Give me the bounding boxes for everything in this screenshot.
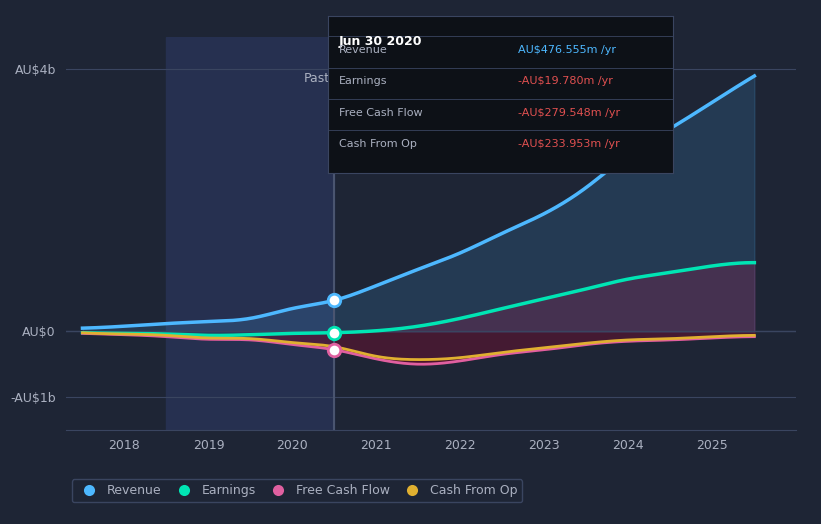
Text: Earnings: Earnings bbox=[339, 77, 388, 86]
Text: Past: Past bbox=[304, 72, 330, 85]
Text: Free Cash Flow: Free Cash Flow bbox=[339, 108, 422, 118]
Text: Jun 30 2020: Jun 30 2020 bbox=[339, 35, 422, 48]
Text: Cash From Op: Cash From Op bbox=[339, 139, 416, 149]
Text: Analysts Forecasts: Analysts Forecasts bbox=[338, 72, 455, 85]
Text: AU$476.555m /yr: AU$476.555m /yr bbox=[518, 45, 616, 55]
Bar bbox=[167, 37, 334, 430]
Text: -AU$19.780m /yr: -AU$19.780m /yr bbox=[518, 77, 613, 86]
Text: Revenue: Revenue bbox=[339, 45, 388, 55]
Legend: Revenue, Earnings, Free Cash Flow, Cash From Op: Revenue, Earnings, Free Cash Flow, Cash … bbox=[72, 479, 522, 502]
Text: -AU$279.548m /yr: -AU$279.548m /yr bbox=[518, 108, 620, 118]
Text: -AU$233.953m /yr: -AU$233.953m /yr bbox=[518, 139, 620, 149]
